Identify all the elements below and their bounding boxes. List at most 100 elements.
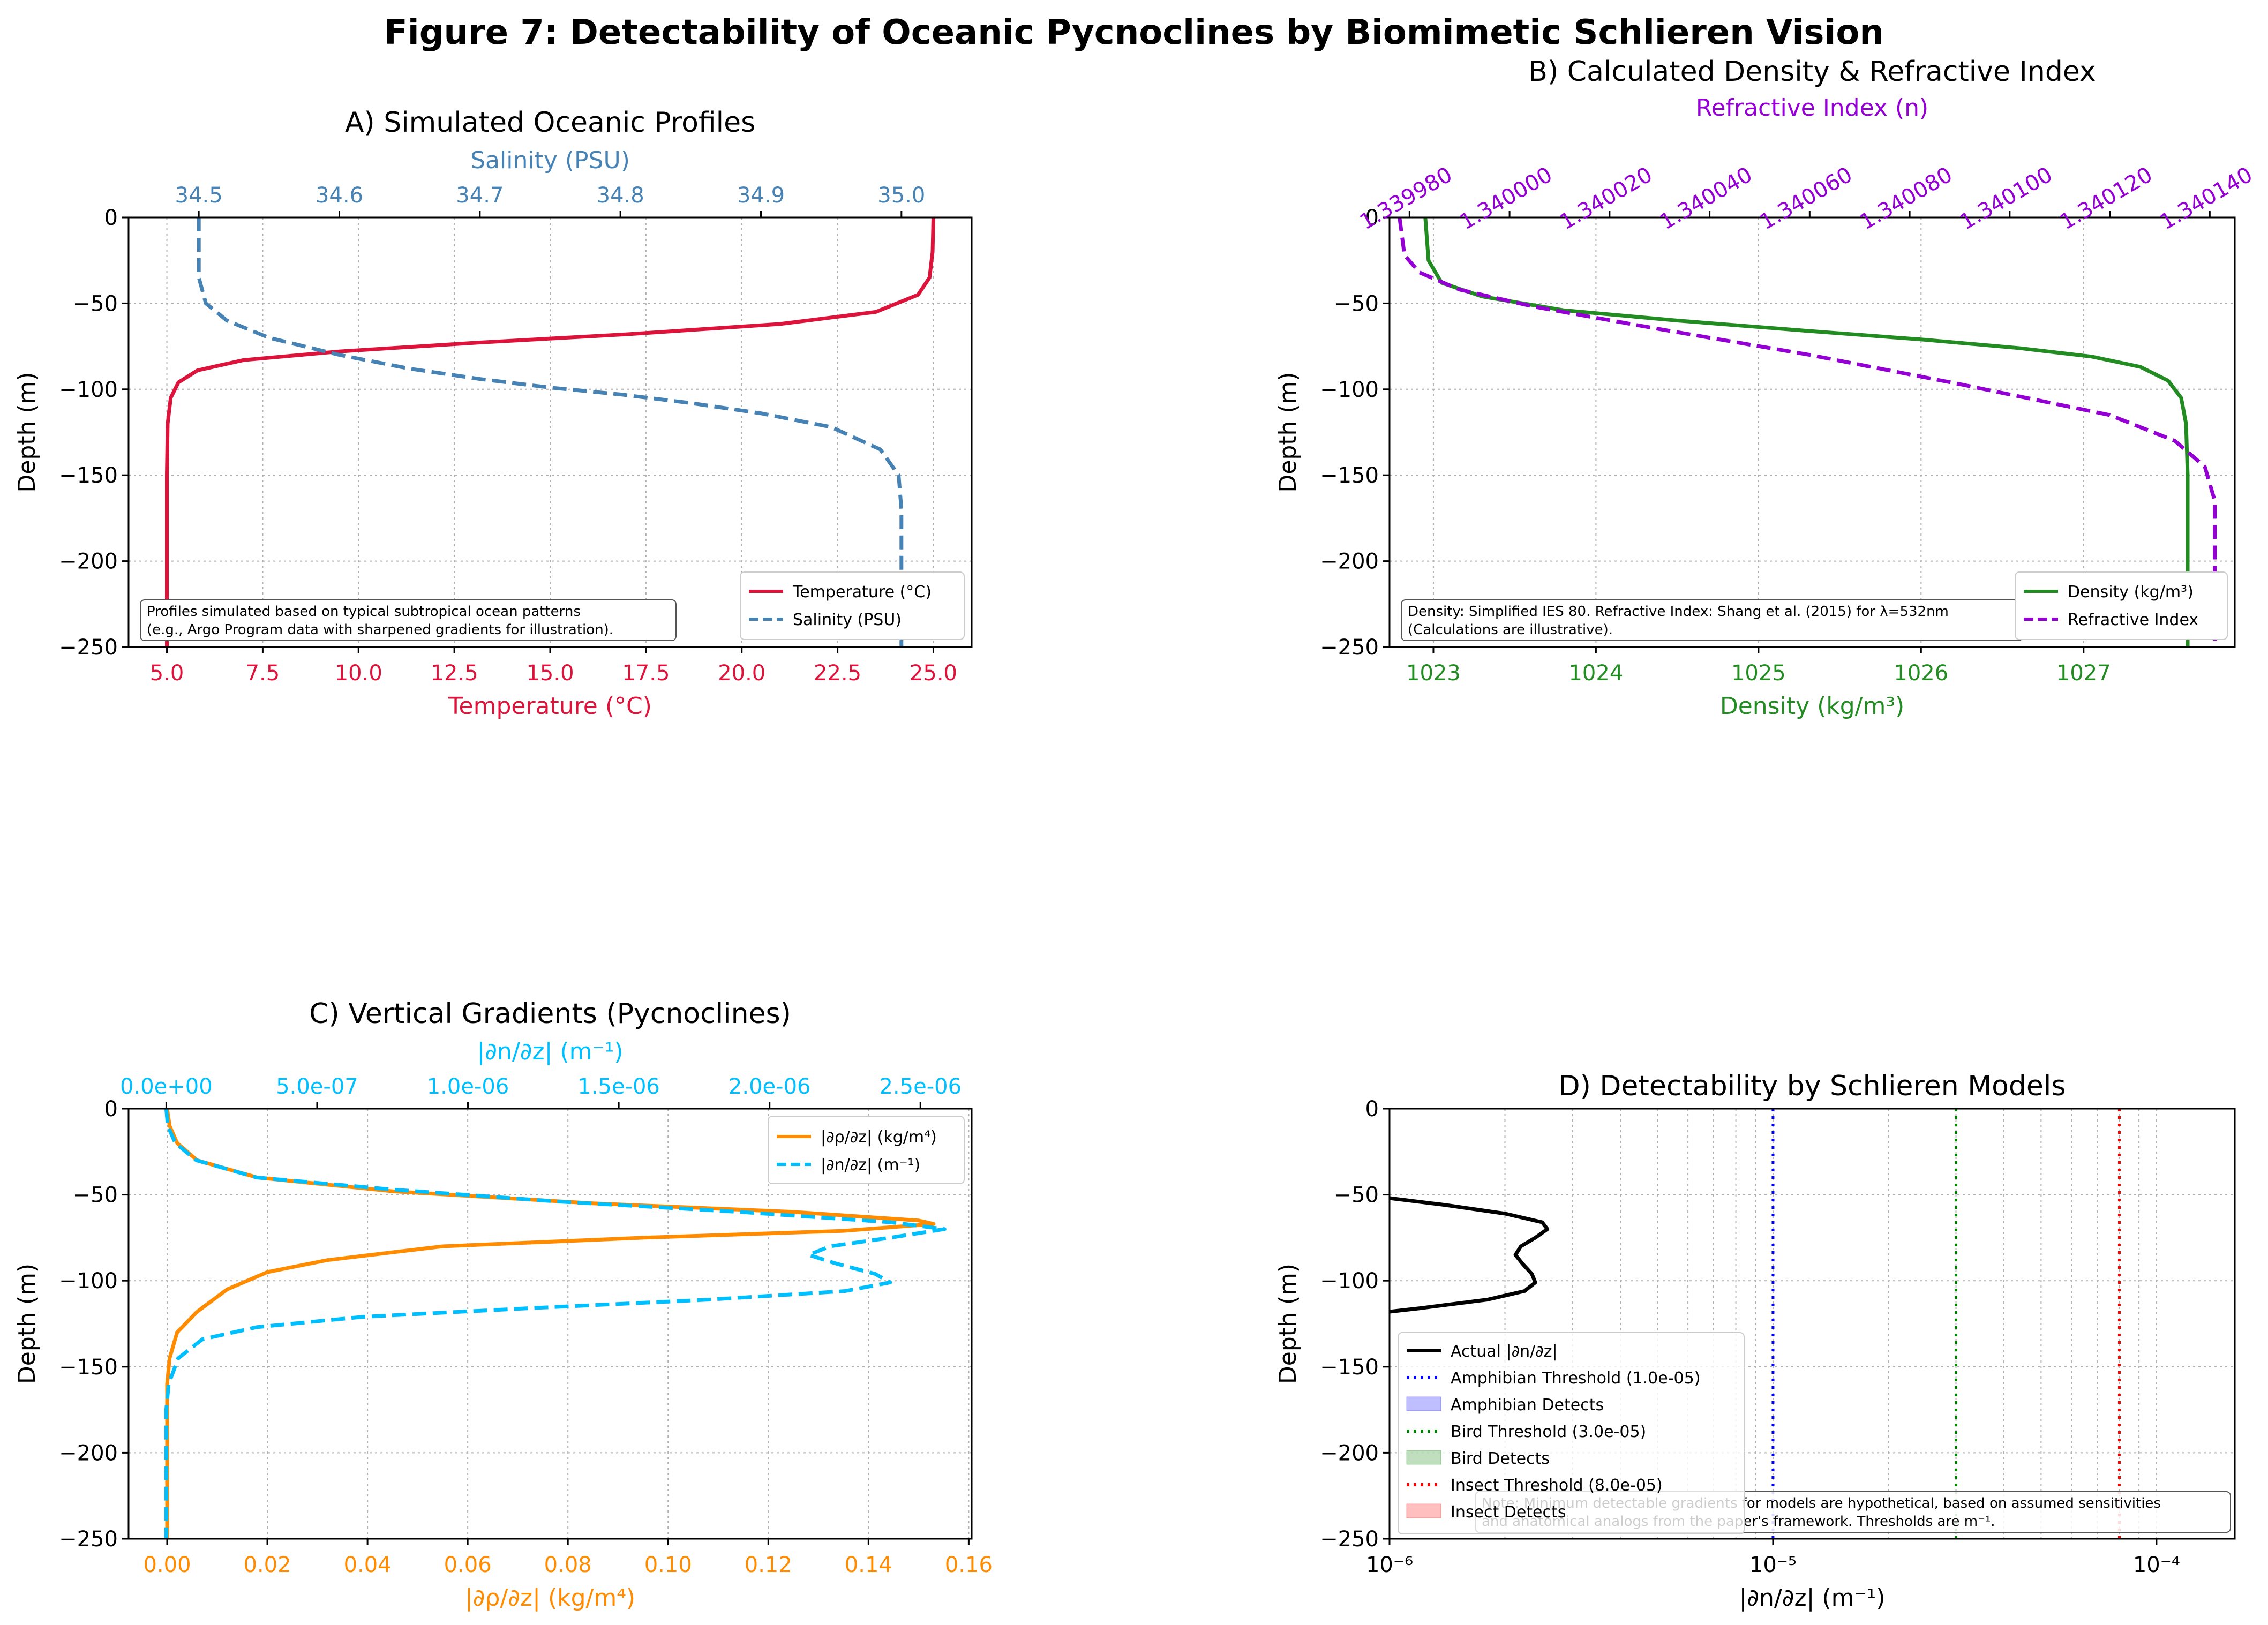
series-line (165, 217, 935, 647)
x-tick-label: 0.06 (444, 1553, 492, 1577)
legend-swatch (1406, 1396, 1441, 1411)
x2-tick-label: 5.0e-07 (276, 1074, 358, 1099)
x-tick-label: 15.0 (526, 661, 574, 686)
x-axis-label: Density (kg/m³) (1720, 693, 1904, 720)
series-line (1389, 1196, 1550, 1314)
note-frame (140, 599, 677, 641)
legend-label: Density (kg/m³) (2068, 583, 2194, 601)
y-tick-label: −100 (59, 378, 118, 402)
note-line: (Calculations are illustrative). (1408, 622, 1613, 638)
panel-a: 0 −50 −100 −150 −200 −250 Depth (m) 5.0 7.5 10.0 1… (13, 107, 973, 720)
x2-tick-label: 1.340000 (1455, 162, 1556, 235)
legend: Actual |∂n/∂z| Amphibian Threshold (1.0e-… (1398, 1332, 1745, 1534)
legend-label: Actual |∂n/∂z| (1451, 1342, 1558, 1361)
plot-frame (1388, 1108, 2236, 1540)
note-line: Profiles simulated based on typical subt… (147, 604, 581, 620)
y-tick-label: −150 (1320, 1355, 1379, 1380)
series-line (164, 1108, 947, 1539)
legend-frame (1398, 1332, 1745, 1534)
x2-tick-label: 1.340060 (1756, 162, 1857, 235)
x-tick-label: 0.14 (845, 1553, 892, 1577)
y-tick-label: −200 (1320, 550, 1379, 574)
legend-frame (768, 1116, 965, 1184)
x-axis-label: |∂n/∂z| (m⁻¹) (1739, 1584, 1885, 1612)
legend-swatch (1406, 1450, 1441, 1465)
legend-label: |∂n/∂z| (m⁻¹) (821, 1156, 920, 1175)
x2-tick-label: 1.340120 (2056, 162, 2157, 235)
x-tick-label: 10⁻⁴ (2133, 1553, 2180, 1577)
legend-frame (740, 571, 965, 640)
x-tick-label: 20.0 (718, 661, 765, 686)
y-tick-label: −150 (59, 463, 118, 488)
x-tick-label: 0.08 (544, 1553, 592, 1577)
y-tick-label: 0 (1365, 206, 1379, 230)
y-axis-label: Depth (m) (1274, 372, 1302, 492)
panel-title: D) Detectability by Schlieren Models (1559, 1070, 2066, 1102)
y-tick-label: −250 (59, 1527, 118, 1552)
figure-title: Figure 7: Detectability of Oceanic Pycno… (384, 13, 1884, 52)
x2-tick-label: 34.7 (456, 183, 504, 208)
x2-axis-label: Salinity (PSU) (470, 147, 630, 174)
x2-tick-label: 1.340140 (2156, 162, 2257, 235)
x-tick-label: 1027 (2056, 661, 2111, 686)
legend-swatch (1406, 1503, 1441, 1518)
x2-tick-label: 1.340040 (1656, 162, 1756, 235)
y-tick-label: −50 (1334, 1183, 1379, 1208)
panel-title: C) Vertical Gradients (Pycnoclines) (309, 998, 791, 1030)
legend-label: |∂ρ/∂z| (kg/m⁴) (821, 1128, 937, 1147)
y-tick-label: −200 (59, 550, 118, 574)
x2-tick-label: 1.5e-06 (577, 1074, 660, 1099)
x2-tick-label: 34.8 (597, 183, 644, 208)
x2-tick-label: 1.340020 (1556, 162, 1656, 235)
legend-frame (2015, 571, 2228, 640)
y-tick-label: −150 (1320, 463, 1379, 488)
x-tick-label: 0.02 (244, 1553, 291, 1577)
x-tick-label: 1024 (1568, 661, 1623, 686)
x-tick-label: 22.5 (814, 661, 861, 686)
y-tick-label: −250 (1320, 635, 1379, 660)
y-tick-label: 0 (1365, 1097, 1379, 1122)
x-tick-label: 1026 (1894, 661, 1948, 686)
y-axis-label: Depth (m) (1274, 1263, 1302, 1384)
note-box: Density: Simplified IES 80. Refractive I… (1401, 599, 2023, 641)
panel-title: A) Simulated Oceanic Profiles (345, 107, 755, 139)
x2-tick-label: 1.339980 (1356, 162, 1456, 235)
x-tick-label: 12.5 (431, 661, 478, 686)
y-tick-label: −150 (59, 1355, 118, 1380)
series-line (197, 217, 904, 647)
x-axis-label: |∂ρ/∂z| (kg/m⁴) (465, 1584, 635, 1612)
legend-label: Salinity (PSU) (793, 611, 902, 629)
x-tick-label: 0.16 (945, 1553, 993, 1577)
legend-label: Bird Threshold (3.0e-05) (1451, 1423, 1646, 1441)
legend-label: Amphibian Threshold (1.0e-05) (1451, 1369, 1700, 1388)
legend: Temperature (°C) Salinity (PSU) (740, 571, 965, 640)
y-tick-label: −100 (1320, 378, 1379, 402)
legend-label: Temperature (°C) (792, 583, 932, 601)
y-tick-label: −200 (59, 1441, 118, 1465)
x-tick-label: 0.00 (143, 1553, 191, 1577)
panel-title: B) Calculated Density & Refractive Index (1528, 56, 2096, 88)
x-tick-label: 1023 (1406, 661, 1461, 686)
x-tick-label: 0.10 (644, 1553, 692, 1577)
legend: Density (kg/m³) Refractive Index (2015, 571, 2228, 640)
y-tick-label: 0 (104, 1097, 118, 1122)
y-tick-label: −50 (1334, 291, 1379, 316)
x2-tick-label: 35.0 (877, 183, 925, 208)
x2-tick-label: 1.340080 (1856, 162, 1956, 235)
legend-label: Refractive Index (2068, 611, 2198, 629)
x2-tick-label: 34.6 (316, 183, 363, 208)
legend-label: Bird Detects (1451, 1449, 1550, 1468)
legend-label: Insect Threshold (8.0e-05) (1451, 1476, 1663, 1495)
y-tick-label: −50 (73, 1183, 118, 1208)
x-tick-label: 5.0 (150, 661, 184, 686)
panel-d: 0 −50 −100 −150 −200 −250 Depth (m) 10⁻⁶ 10⁻⁵ 10⁻… (1274, 1070, 2236, 1612)
y-tick-label: −250 (59, 635, 118, 660)
y-axis-label: Depth (m) (13, 372, 41, 492)
x-tick-label: 7.5 (246, 661, 280, 686)
plot-frame (1388, 216, 2236, 648)
x-tick-label: 0.04 (344, 1553, 392, 1577)
plot-frame (127, 1108, 973, 1540)
note-box: Profiles simulated based on typical subt… (140, 599, 677, 641)
x2-tick-label: 34.5 (175, 183, 223, 208)
x2-tick-label: 1.0e-06 (427, 1074, 509, 1099)
